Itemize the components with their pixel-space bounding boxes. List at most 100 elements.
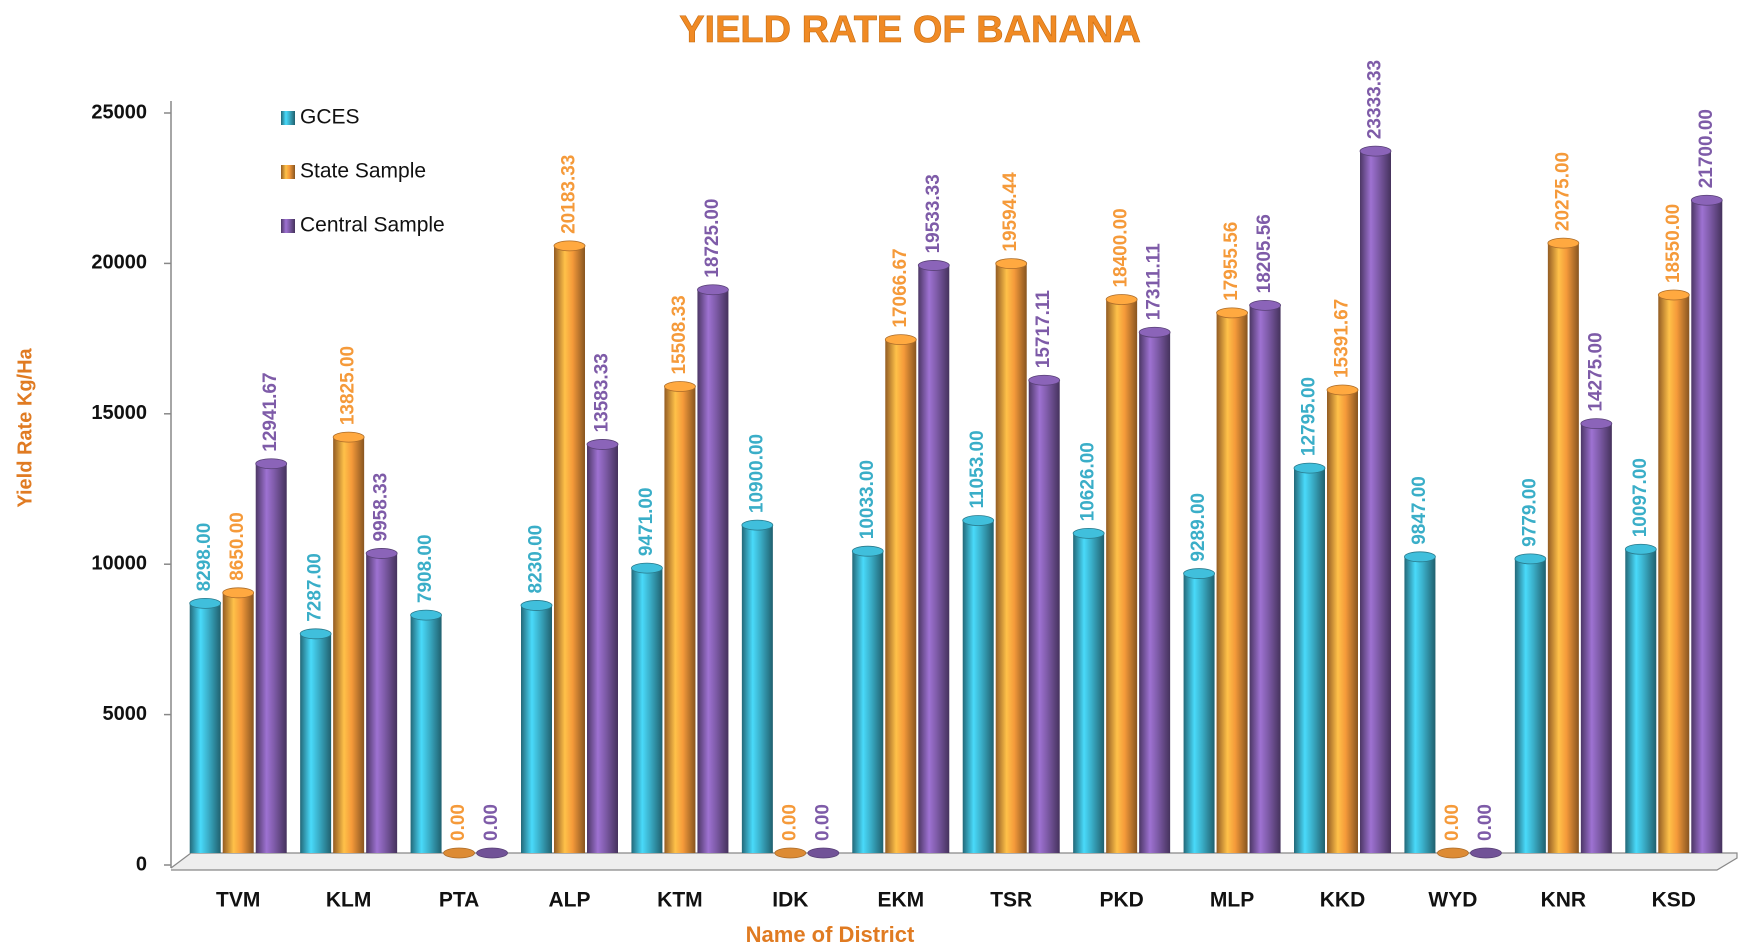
value-label: 23333.33 — [1365, 60, 1386, 139]
x-tick-label: TSR — [990, 889, 1032, 912]
bar-cap — [1514, 553, 1547, 565]
value-label: 0.00 — [1442, 804, 1463, 841]
bar-cap — [1690, 194, 1723, 206]
y-tick-label: 0 — [136, 853, 147, 875]
bar-cap — [851, 545, 884, 557]
bar-cap — [476, 847, 508, 859]
legend-label: Central Sample — [300, 214, 445, 237]
value-label: 18725.00 — [702, 199, 723, 278]
value-label: 18400.00 — [1111, 208, 1132, 287]
value-label: 15391.67 — [1332, 299, 1353, 378]
x-tick-label: PTA — [439, 889, 479, 912]
bar — [1073, 533, 1105, 853]
bar-cap — [255, 458, 288, 470]
floor — [170, 852, 1738, 871]
legend-swatch — [281, 219, 295, 233]
bar — [1249, 305, 1281, 853]
x-tick-label: EKM — [877, 889, 924, 912]
bar-cap — [1657, 289, 1690, 301]
bar — [1514, 558, 1546, 853]
value-label: 0.00 — [1475, 804, 1496, 841]
bar-cap — [520, 600, 553, 611]
bar-cap — [1580, 418, 1613, 430]
bar — [1139, 332, 1171, 853]
bar — [587, 444, 618, 853]
y-tick-label: 5000 — [103, 703, 148, 725]
legend-label: GCES — [300, 106, 360, 129]
y-axis-title: Yield Rate Kg/Ha — [14, 347, 36, 507]
legend-swatch — [281, 111, 295, 125]
value-label: 12795.00 — [1299, 377, 1320, 456]
value-label: 0.00 — [481, 804, 502, 841]
bar — [1580, 423, 1612, 853]
bar — [1327, 390, 1358, 853]
bar — [962, 520, 994, 853]
x-tick-label: PKD — [1099, 889, 1143, 912]
bar — [1691, 200, 1723, 853]
x-tick-label: WYD — [1428, 889, 1477, 912]
x-tick-label: KTM — [657, 889, 703, 912]
bar — [1547, 243, 1579, 854]
bar-cap — [1072, 527, 1105, 539]
bar — [1404, 556, 1436, 853]
value-label: 9847.00 — [1409, 476, 1430, 545]
bar-cap — [553, 240, 586, 252]
value-label: 8650.00 — [227, 512, 248, 581]
value-label: 19594.44 — [1000, 172, 1021, 252]
legend-swatch — [281, 165, 295, 179]
bar-cap — [189, 597, 222, 609]
chart-title: YIELD RATE OF BANANA — [679, 9, 1141, 51]
value-label: 9471.00 — [636, 487, 657, 556]
y-tick-label: 10000 — [91, 552, 147, 574]
bar-cap — [884, 334, 917, 346]
bar — [631, 568, 663, 853]
bar-cap — [1470, 847, 1502, 859]
value-label: 9289.00 — [1188, 493, 1209, 562]
bar — [410, 615, 442, 853]
value-label: 12941.67 — [260, 372, 281, 451]
bar — [222, 592, 254, 853]
value-label: 7908.00 — [415, 534, 436, 603]
bar — [995, 263, 1027, 853]
bar-cap — [1404, 551, 1436, 563]
y-tick-label: 25000 — [91, 101, 147, 123]
value-label: 8230.00 — [526, 525, 547, 594]
value-label: 17066.67 — [890, 248, 911, 327]
bar-cap — [1105, 294, 1138, 305]
bar-cap — [917, 260, 950, 271]
bar-cap — [697, 284, 729, 296]
bar — [1658, 295, 1690, 853]
bar-cap — [807, 847, 840, 859]
bar — [300, 633, 332, 853]
value-label: 11053.00 — [967, 430, 988, 508]
value-label: 17311.11 — [1144, 243, 1165, 321]
value-label: 9958.33 — [371, 473, 392, 542]
bar-cap — [1183, 568, 1215, 579]
bar-cap — [1326, 384, 1359, 396]
bar-cap — [664, 381, 696, 392]
bar-cap — [1293, 462, 1326, 474]
x-tick-label: KLM — [326, 889, 372, 912]
bar-cap — [1547, 237, 1580, 249]
bar-cap — [1138, 326, 1171, 338]
bar — [697, 289, 729, 853]
value-label: 20275.00 — [1552, 152, 1573, 231]
bar-cap — [410, 609, 442, 621]
value-label: 21700.00 — [1696, 109, 1717, 188]
x-axis-title: Name of District — [746, 922, 915, 947]
x-tick-label: IDK — [772, 889, 808, 912]
bar — [1625, 549, 1657, 853]
bar — [1028, 380, 1060, 853]
bar — [918, 265, 950, 853]
bar — [1106, 299, 1138, 853]
value-label: 7287.00 — [305, 553, 326, 622]
value-label: 13583.33 — [592, 353, 613, 432]
y-tick-label: 15000 — [91, 402, 147, 424]
legend-label: State Sample — [300, 160, 426, 183]
bar — [554, 245, 585, 853]
bar-cap — [1249, 299, 1281, 311]
bar — [1183, 573, 1215, 853]
x-tick-label: KKD — [1320, 889, 1366, 912]
bar-cap — [443, 847, 475, 859]
